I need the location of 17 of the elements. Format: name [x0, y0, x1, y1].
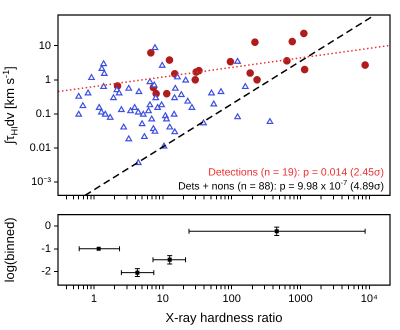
y-tick-label: -2: [41, 266, 51, 278]
y-tick-label: 0.1: [36, 108, 51, 120]
x-tick-label: 1: [90, 292, 98, 305]
y-tick-label: 1: [44, 74, 51, 86]
x-tick-label: 10⁴: [360, 292, 378, 305]
annotation: Detections (n = 19): p = 0.014 (2.45σ): [208, 166, 384, 178]
y-tick-label: 0: [44, 220, 51, 232]
x-tick-label: 1000: [288, 292, 313, 305]
x-tick-label: 100: [222, 292, 241, 305]
y-tick-label: -1: [41, 242, 51, 255]
y-axis-title: log(binned): [2, 217, 17, 282]
x-axis-title: X-ray hardness ratio: [165, 310, 283, 325]
y-tick-label: 0.01: [30, 142, 51, 154]
y-tick-label: 10: [38, 40, 51, 52]
x-tick-label: 10: [156, 292, 169, 305]
y-tick-label: 10⁻³: [31, 176, 52, 188]
y-axis-title: ∫τHIdv [km s-1]: [0, 66, 20, 146]
